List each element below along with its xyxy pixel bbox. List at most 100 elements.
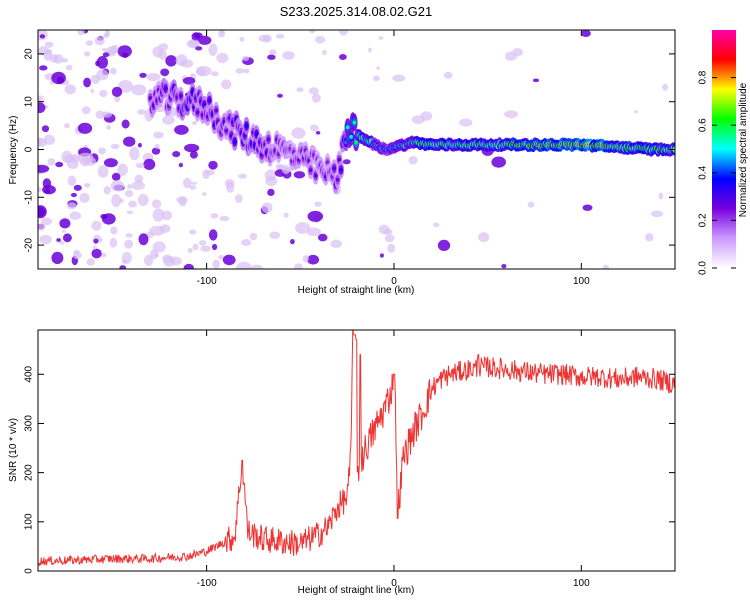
spectrogram-noise-blob (491, 156, 507, 168)
spectrogram-noise-blob (125, 233, 133, 238)
snr-y-tick-label: 100 (24, 513, 35, 530)
spectrogram-noise-blob (83, 183, 91, 188)
spectrogram-noise-blob (93, 238, 99, 244)
spectrogram-noise-blob (315, 131, 321, 135)
colorbar-label: Normalized spectral amplitude (738, 82, 749, 217)
spectrogram-noise-blob (137, 193, 149, 207)
spectrogram-noise-blob (69, 154, 81, 163)
spectrogram-noise-blob (307, 254, 320, 265)
spectrogram-noise-blob (662, 83, 668, 91)
spectrogram-noise-blob (189, 229, 197, 235)
spectrogram-noise-blob (219, 215, 230, 222)
spectrogram-noise-blob (210, 213, 219, 219)
spectrogram-noise-blob (208, 229, 218, 241)
spectrogram-noise-blob (276, 33, 285, 39)
spectrogram-noise-blob (378, 36, 384, 40)
spectrogram-noise-blob (376, 66, 380, 70)
spectrogram-noise-blob (314, 201, 322, 207)
spectrogram-noise-blob (64, 84, 77, 95)
spectrogram-noise-blob (198, 240, 207, 246)
spectrogram-noise-blob (124, 239, 134, 249)
spectrogram-noise-blob (96, 56, 108, 69)
spectrogram-noise-blob (437, 239, 451, 251)
spectrogram-ridge-core (349, 134, 353, 139)
spectrogram-x-tick-label: 100 (573, 276, 590, 287)
spectrogram-noise-blob (118, 198, 124, 204)
spectrogram-noise-blob (151, 199, 162, 209)
colorbar-strip (712, 30, 736, 268)
spectrogram-noise-blob (103, 33, 109, 38)
spectrogram-noise-blob (60, 58, 68, 63)
spectrogram-ridge-core (345, 125, 350, 130)
spectrogram-noise-blob (51, 251, 64, 265)
spectrogram-noise-blob (408, 155, 418, 165)
spectrogram-noise-blob (38, 187, 42, 192)
spectrogram-noise-blob (86, 258, 96, 266)
spectrogram-noise-blob (134, 174, 144, 184)
spectrogram-noise-blob (121, 119, 130, 129)
spectrogram-noise-blob (138, 233, 149, 246)
spectrogram-x-tick-label: 0 (391, 276, 397, 287)
spectrogram-noise-blob (106, 125, 111, 130)
spectrogram-noise-blob (143, 158, 156, 170)
spectrogram-noise-blob (226, 181, 235, 193)
spectrogram-noise-blob (277, 93, 283, 98)
spectrogram-noise-blob (66, 202, 77, 210)
spectrogram-noise-blob (283, 212, 289, 218)
spectrogram-noise-blob (196, 67, 207, 77)
spectrogram-noise-blob (208, 160, 218, 170)
spectrogram-noise-blob (39, 234, 52, 245)
spectrogram-noise-blob (211, 71, 219, 77)
spectrogram-noise-blob (83, 77, 91, 88)
spectrogram-noise-blob (160, 68, 170, 77)
spectrogram-noise-blob (110, 180, 125, 192)
spectrogram-noise-blob (55, 161, 64, 168)
spectrogram-ridge-core (254, 132, 259, 137)
spectrogram-noise-blob (195, 46, 203, 51)
spectrogram-ridge-core (337, 157, 342, 162)
spectrogram-noise-blob (110, 67, 117, 75)
spectrogram-noise-blob (178, 162, 183, 168)
spectrogram-noise-blob (342, 159, 351, 165)
spectrogram-noise-blob (124, 190, 134, 197)
spectrogram-noise-blob (527, 201, 535, 208)
spectrogram-noise-blob (38, 30, 48, 41)
spectrogram-noise-blob (62, 233, 72, 243)
spectrogram-noise-blob (309, 30, 316, 34)
spectrogram-noise-blob (281, 164, 290, 175)
spectrogram-noise-blob (39, 65, 48, 71)
snr-series-line (38, 330, 675, 567)
spectrogram-noise-blob (387, 243, 396, 253)
spectrogram-noise-blob (267, 54, 276, 60)
spectrogram-noise-blob (269, 231, 281, 239)
spectrogram-ridge-core (224, 128, 229, 133)
spectrogram-y-tick-label: 20 (24, 48, 35, 60)
colorbar-ticks: 0.0 0.2 0.4 0.6 0.8 (698, 70, 736, 275)
spectrogram-noise-blob (51, 71, 66, 85)
spectrogram-ridge-core (308, 168, 313, 173)
spectrogram-noise-blob (97, 165, 109, 178)
spectrogram-noise-blob (202, 192, 207, 197)
spectrogram-noise-blob (183, 263, 195, 269)
spectrogram-noise-blob (501, 264, 507, 269)
spectrogram-noise-blob (180, 59, 194, 68)
spectrogram-noise-blob (293, 171, 306, 179)
spectrogram-ridge-core (179, 93, 183, 98)
spectrogram-noise-blob (302, 255, 309, 263)
spectrogram-noise-blob (151, 147, 161, 155)
spectrogram-noise-blob (128, 200, 137, 208)
spectrogram-noise-blob (532, 78, 540, 83)
spectrogram-noise-blob (165, 55, 177, 67)
spectrogram-noise-blob (236, 261, 252, 269)
spectrogram-noise-blob (77, 152, 94, 164)
spectrogram-y-label: Frequency (Hz) (8, 116, 19, 185)
spectrogram-noise-blob (275, 163, 283, 169)
spectrogram-noise-blob (634, 110, 638, 114)
spectrogram-noise-blob (153, 131, 164, 139)
snr-panel: -100 0 100 0 100 200 300 400 Height of straight… (8, 329, 676, 596)
spectrogram-noise-blob (93, 234, 101, 240)
spectrogram-noise-blob (504, 110, 519, 119)
spectrogram-noise-blob (43, 134, 56, 145)
snr-y-tick-label: 300 (24, 415, 35, 432)
spectrogram-noise-blob (61, 229, 66, 233)
